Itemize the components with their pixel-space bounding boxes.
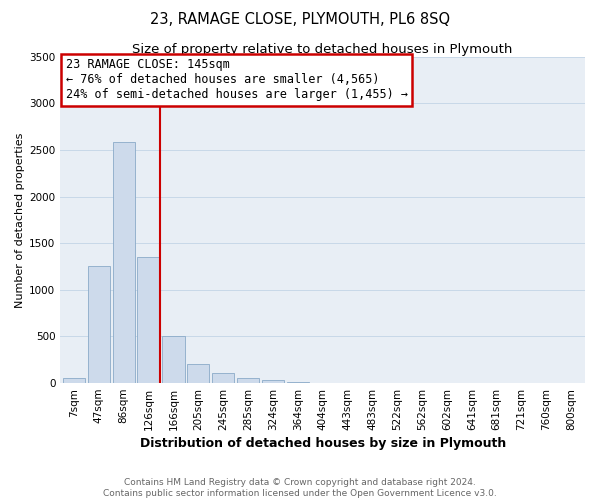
Bar	[187, 364, 209, 383]
Text: 23, RAMAGE CLOSE, PLYMOUTH, PL6 8SQ: 23, RAMAGE CLOSE, PLYMOUTH, PL6 8SQ	[150, 12, 450, 28]
Y-axis label: Number of detached properties: Number of detached properties	[15, 132, 25, 308]
Text: Contains HM Land Registry data © Crown copyright and database right 2024.
Contai: Contains HM Land Registry data © Crown c…	[103, 478, 497, 498]
Title: Size of property relative to detached houses in Plymouth: Size of property relative to detached ho…	[133, 42, 513, 56]
Bar	[262, 380, 284, 383]
Bar	[237, 378, 259, 383]
X-axis label: Distribution of detached houses by size in Plymouth: Distribution of detached houses by size …	[140, 437, 506, 450]
Bar	[88, 266, 110, 383]
Text: 23 RAMAGE CLOSE: 145sqm
← 76% of detached houses are smaller (4,565)
24% of semi: 23 RAMAGE CLOSE: 145sqm ← 76% of detache…	[65, 58, 407, 102]
Bar	[287, 382, 309, 383]
Bar	[113, 142, 135, 383]
Bar	[212, 373, 235, 383]
Bar	[137, 257, 160, 383]
Bar	[63, 378, 85, 383]
Bar	[162, 336, 185, 383]
